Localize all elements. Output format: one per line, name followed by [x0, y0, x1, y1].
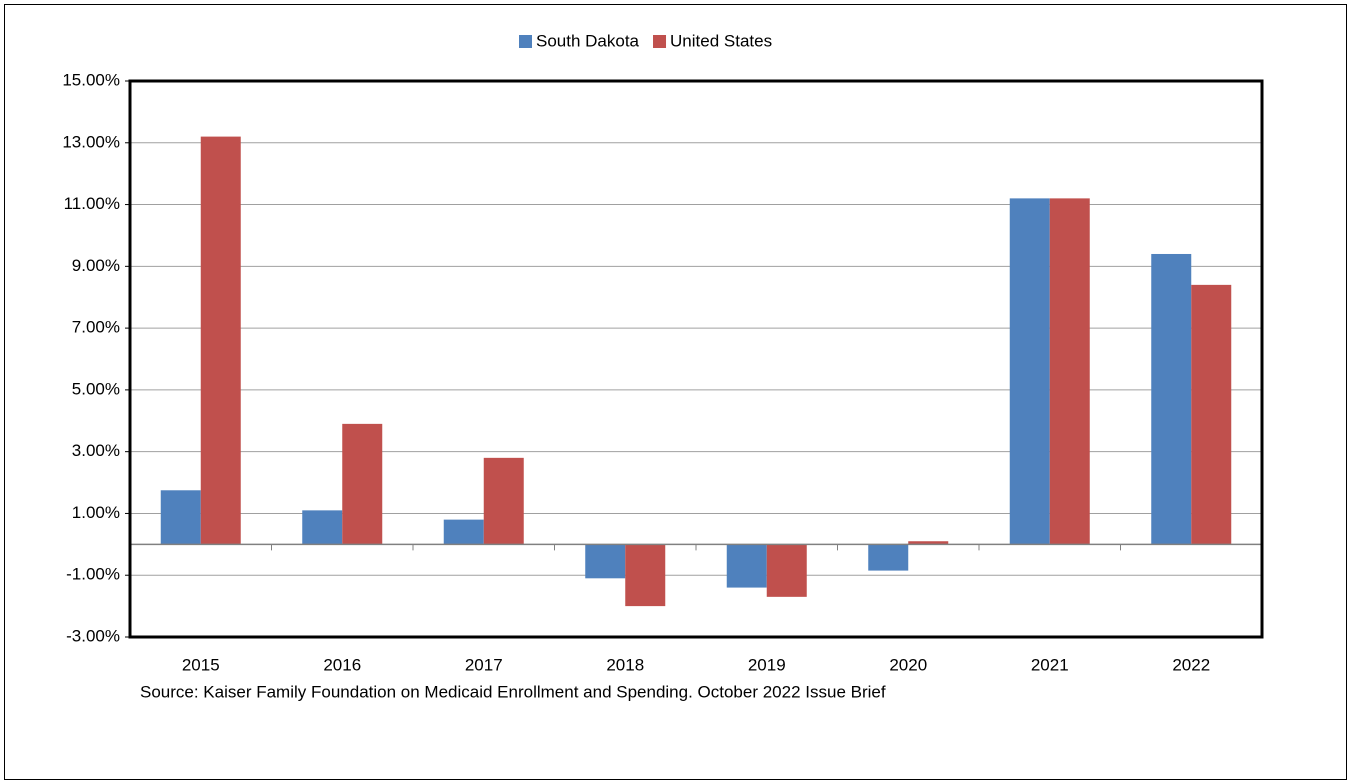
bar: [726, 544, 767, 588]
bar: [1009, 198, 1050, 545]
x-tick-label: 2017: [465, 655, 503, 674]
y-tick-label: 5.00%: [72, 379, 120, 398]
y-tick-label: 13.00%: [62, 132, 120, 151]
y-tick-label: -3.00%: [66, 626, 120, 645]
x-tick-label: 2016: [323, 655, 361, 674]
y-tick-label: 1.00%: [72, 503, 120, 522]
plot-frame: [128, 79, 1264, 639]
bar: [200, 136, 241, 545]
bar: [908, 541, 949, 545]
bar: [1151, 253, 1192, 545]
source-note: Source: Kaiser Family Foundation on Medi…: [140, 682, 886, 701]
bar: [443, 519, 484, 545]
y-tick-label: 15.00%: [62, 70, 120, 89]
y-tick-label: 7.00%: [72, 318, 120, 337]
bar: [1191, 284, 1232, 545]
bar: [1049, 198, 1090, 545]
bar: [160, 490, 201, 545]
bar: [302, 510, 343, 545]
legend-swatch: [519, 35, 532, 48]
y-tick-label: -1.00%: [66, 565, 120, 584]
y-tick-label: 9.00%: [72, 256, 120, 275]
x-tick-label: 2022: [1172, 655, 1210, 674]
bar: [585, 544, 626, 579]
x-tick-label: 2020: [889, 655, 927, 674]
x-tick-label: 2018: [606, 655, 644, 674]
bar: [483, 457, 524, 545]
bar: [625, 544, 666, 607]
legend-label: United States: [670, 31, 772, 50]
x-tick-label: 2019: [748, 655, 786, 674]
legend-label: South Dakota: [536, 31, 640, 50]
x-tick-label: 2015: [182, 655, 220, 674]
bar: [342, 423, 383, 545]
y-tick-label: 11.00%: [64, 194, 120, 213]
legend-swatch: [653, 35, 667, 48]
bar: [868, 544, 909, 571]
bar: [766, 544, 807, 597]
x-tick-label: 2021: [1031, 655, 1069, 674]
y-tick-label: 3.00%: [72, 441, 120, 460]
